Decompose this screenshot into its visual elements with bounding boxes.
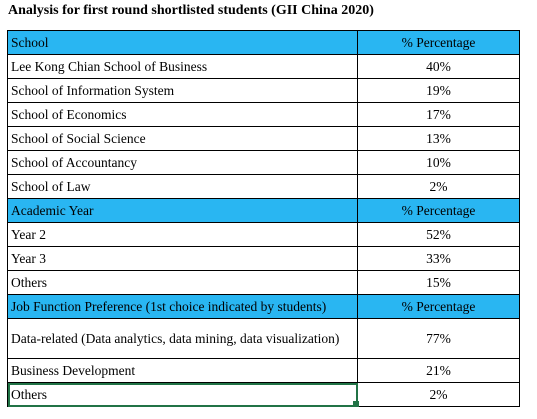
row-label[interactable]: School of Accountancy	[7, 150, 358, 175]
section-header-value[interactable]: % Percentage	[357, 30, 520, 55]
table-row: Lee Kong Chian School of Business 40%	[7, 54, 520, 79]
row-value[interactable]: 77%	[357, 318, 520, 359]
row-label[interactable]: Others	[7, 270, 358, 295]
percentage-table: School % Percentage Lee Kong Chian Schoo…	[7, 30, 520, 407]
table-row: School of Social Science 13%	[7, 126, 520, 151]
row-value[interactable]: 17%	[357, 102, 520, 127]
section-header-row: Academic Year % Percentage	[7, 198, 520, 223]
row-label[interactable]: Data-related (Data analytics, data minin…	[7, 318, 358, 359]
row-value[interactable]: 2%	[357, 382, 520, 407]
row-value[interactable]: 10%	[357, 150, 520, 175]
table-row: Others 15%	[7, 270, 520, 295]
section-header-label[interactable]: School	[7, 30, 358, 55]
page-title: Analysis for first round shortlisted stu…	[8, 3, 374, 18]
row-value[interactable]: 52%	[357, 222, 520, 247]
table-row: Data-related (Data analytics, data minin…	[7, 318, 520, 359]
row-value[interactable]: 19%	[357, 78, 520, 103]
row-label[interactable]: School of Law	[7, 174, 358, 199]
section-header-value[interactable]: % Percentage	[357, 198, 520, 223]
row-label[interactable]: Business Development	[7, 358, 358, 383]
table-row: Business Development 21%	[7, 358, 520, 383]
table-row: Others 2%	[7, 382, 520, 407]
row-value[interactable]: 21%	[357, 358, 520, 383]
section-header-value[interactable]: % Percentage	[357, 294, 520, 319]
row-value[interactable]: 13%	[357, 126, 520, 151]
row-label[interactable]: Lee Kong Chian School of Business	[7, 54, 358, 79]
row-label[interactable]: Year 2	[7, 222, 358, 247]
row-label[interactable]: Year 3	[7, 246, 358, 271]
section-header-row: Job Function Preference (1st choice indi…	[7, 294, 520, 319]
row-value[interactable]: 40%	[357, 54, 520, 79]
table-row: School of Accountancy 10%	[7, 150, 520, 175]
section-header-row: School % Percentage	[7, 30, 520, 55]
table-row: Year 2 52%	[7, 222, 520, 247]
selected-cell[interactable]: Others	[7, 382, 358, 407]
table-row: School of Law 2%	[7, 174, 520, 199]
row-value[interactable]: 2%	[357, 174, 520, 199]
section-header-label[interactable]: Job Function Preference (1st choice indi…	[7, 294, 358, 319]
row-label[interactable]: School of Social Science	[7, 126, 358, 151]
table-row: School of Economics 17%	[7, 102, 520, 127]
row-value[interactable]: 33%	[357, 246, 520, 271]
row-value[interactable]: 15%	[357, 270, 520, 295]
fill-handle[interactable]	[353, 401, 359, 407]
row-label[interactable]: School of Economics	[7, 102, 358, 127]
row-label[interactable]: School of Information System	[7, 78, 358, 103]
table-row: Year 3 33%	[7, 246, 520, 271]
section-header-label[interactable]: Academic Year	[7, 198, 358, 223]
table-row: School of Information System 19%	[7, 78, 520, 103]
